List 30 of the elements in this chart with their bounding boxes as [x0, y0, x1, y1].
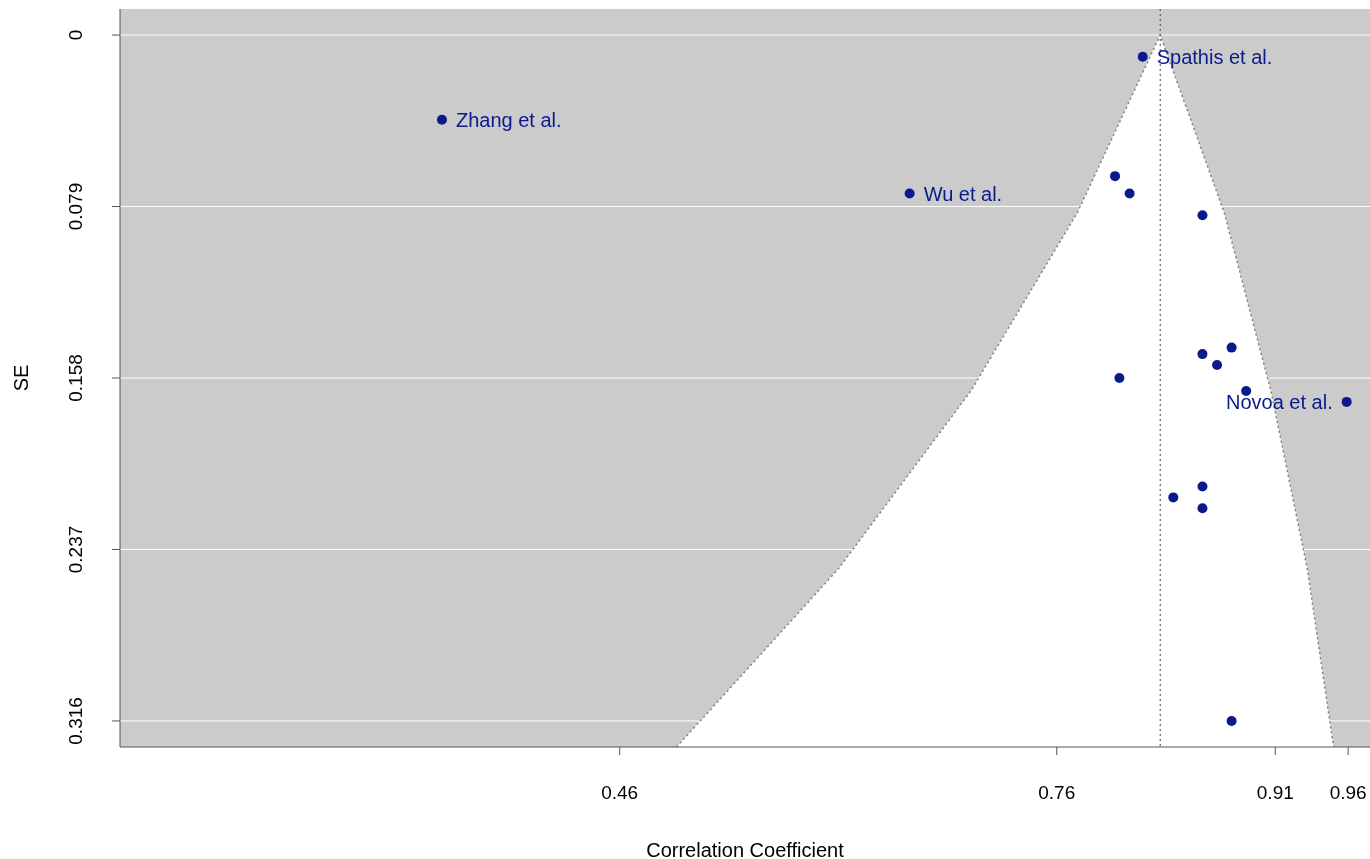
y-tick-label: 0.237: [65, 525, 86, 574]
point: [1197, 210, 1208, 221]
x-tick-label: 0.91: [1256, 782, 1294, 803]
x-tick-label: 0.46: [601, 782, 639, 803]
y-tick-label: 0: [65, 29, 86, 41]
point: [1197, 503, 1208, 514]
point: [1226, 342, 1237, 353]
x-axis-title: Correlation Coefficient: [646, 839, 845, 859]
x-tick-label: 0.96: [1329, 782, 1367, 803]
point: [1197, 349, 1208, 360]
point: [436, 114, 447, 125]
point: [1168, 492, 1179, 503]
point: [1124, 188, 1135, 199]
y-axis-title: SE: [10, 364, 32, 392]
point: [1341, 396, 1352, 407]
point: [1197, 481, 1208, 492]
annotation: Zhang et al.: [455, 108, 562, 131]
point: [1212, 359, 1223, 370]
y-tick-label: 0.158: [65, 354, 86, 402]
annotation: Wu et al.: [923, 182, 1003, 205]
point: [1226, 715, 1237, 726]
annotation: Spathis et al.: [1156, 45, 1273, 68]
point: [1110, 171, 1121, 182]
annotation: Novoa et al.: [1225, 390, 1333, 413]
point: [1114, 373, 1125, 383]
point: [1137, 51, 1148, 62]
x-tick-label: 0.76: [1038, 782, 1076, 803]
y-tick-label: 0.079: [65, 182, 86, 231]
point: [904, 188, 915, 199]
y-tick-label: 0.316: [65, 697, 86, 745]
